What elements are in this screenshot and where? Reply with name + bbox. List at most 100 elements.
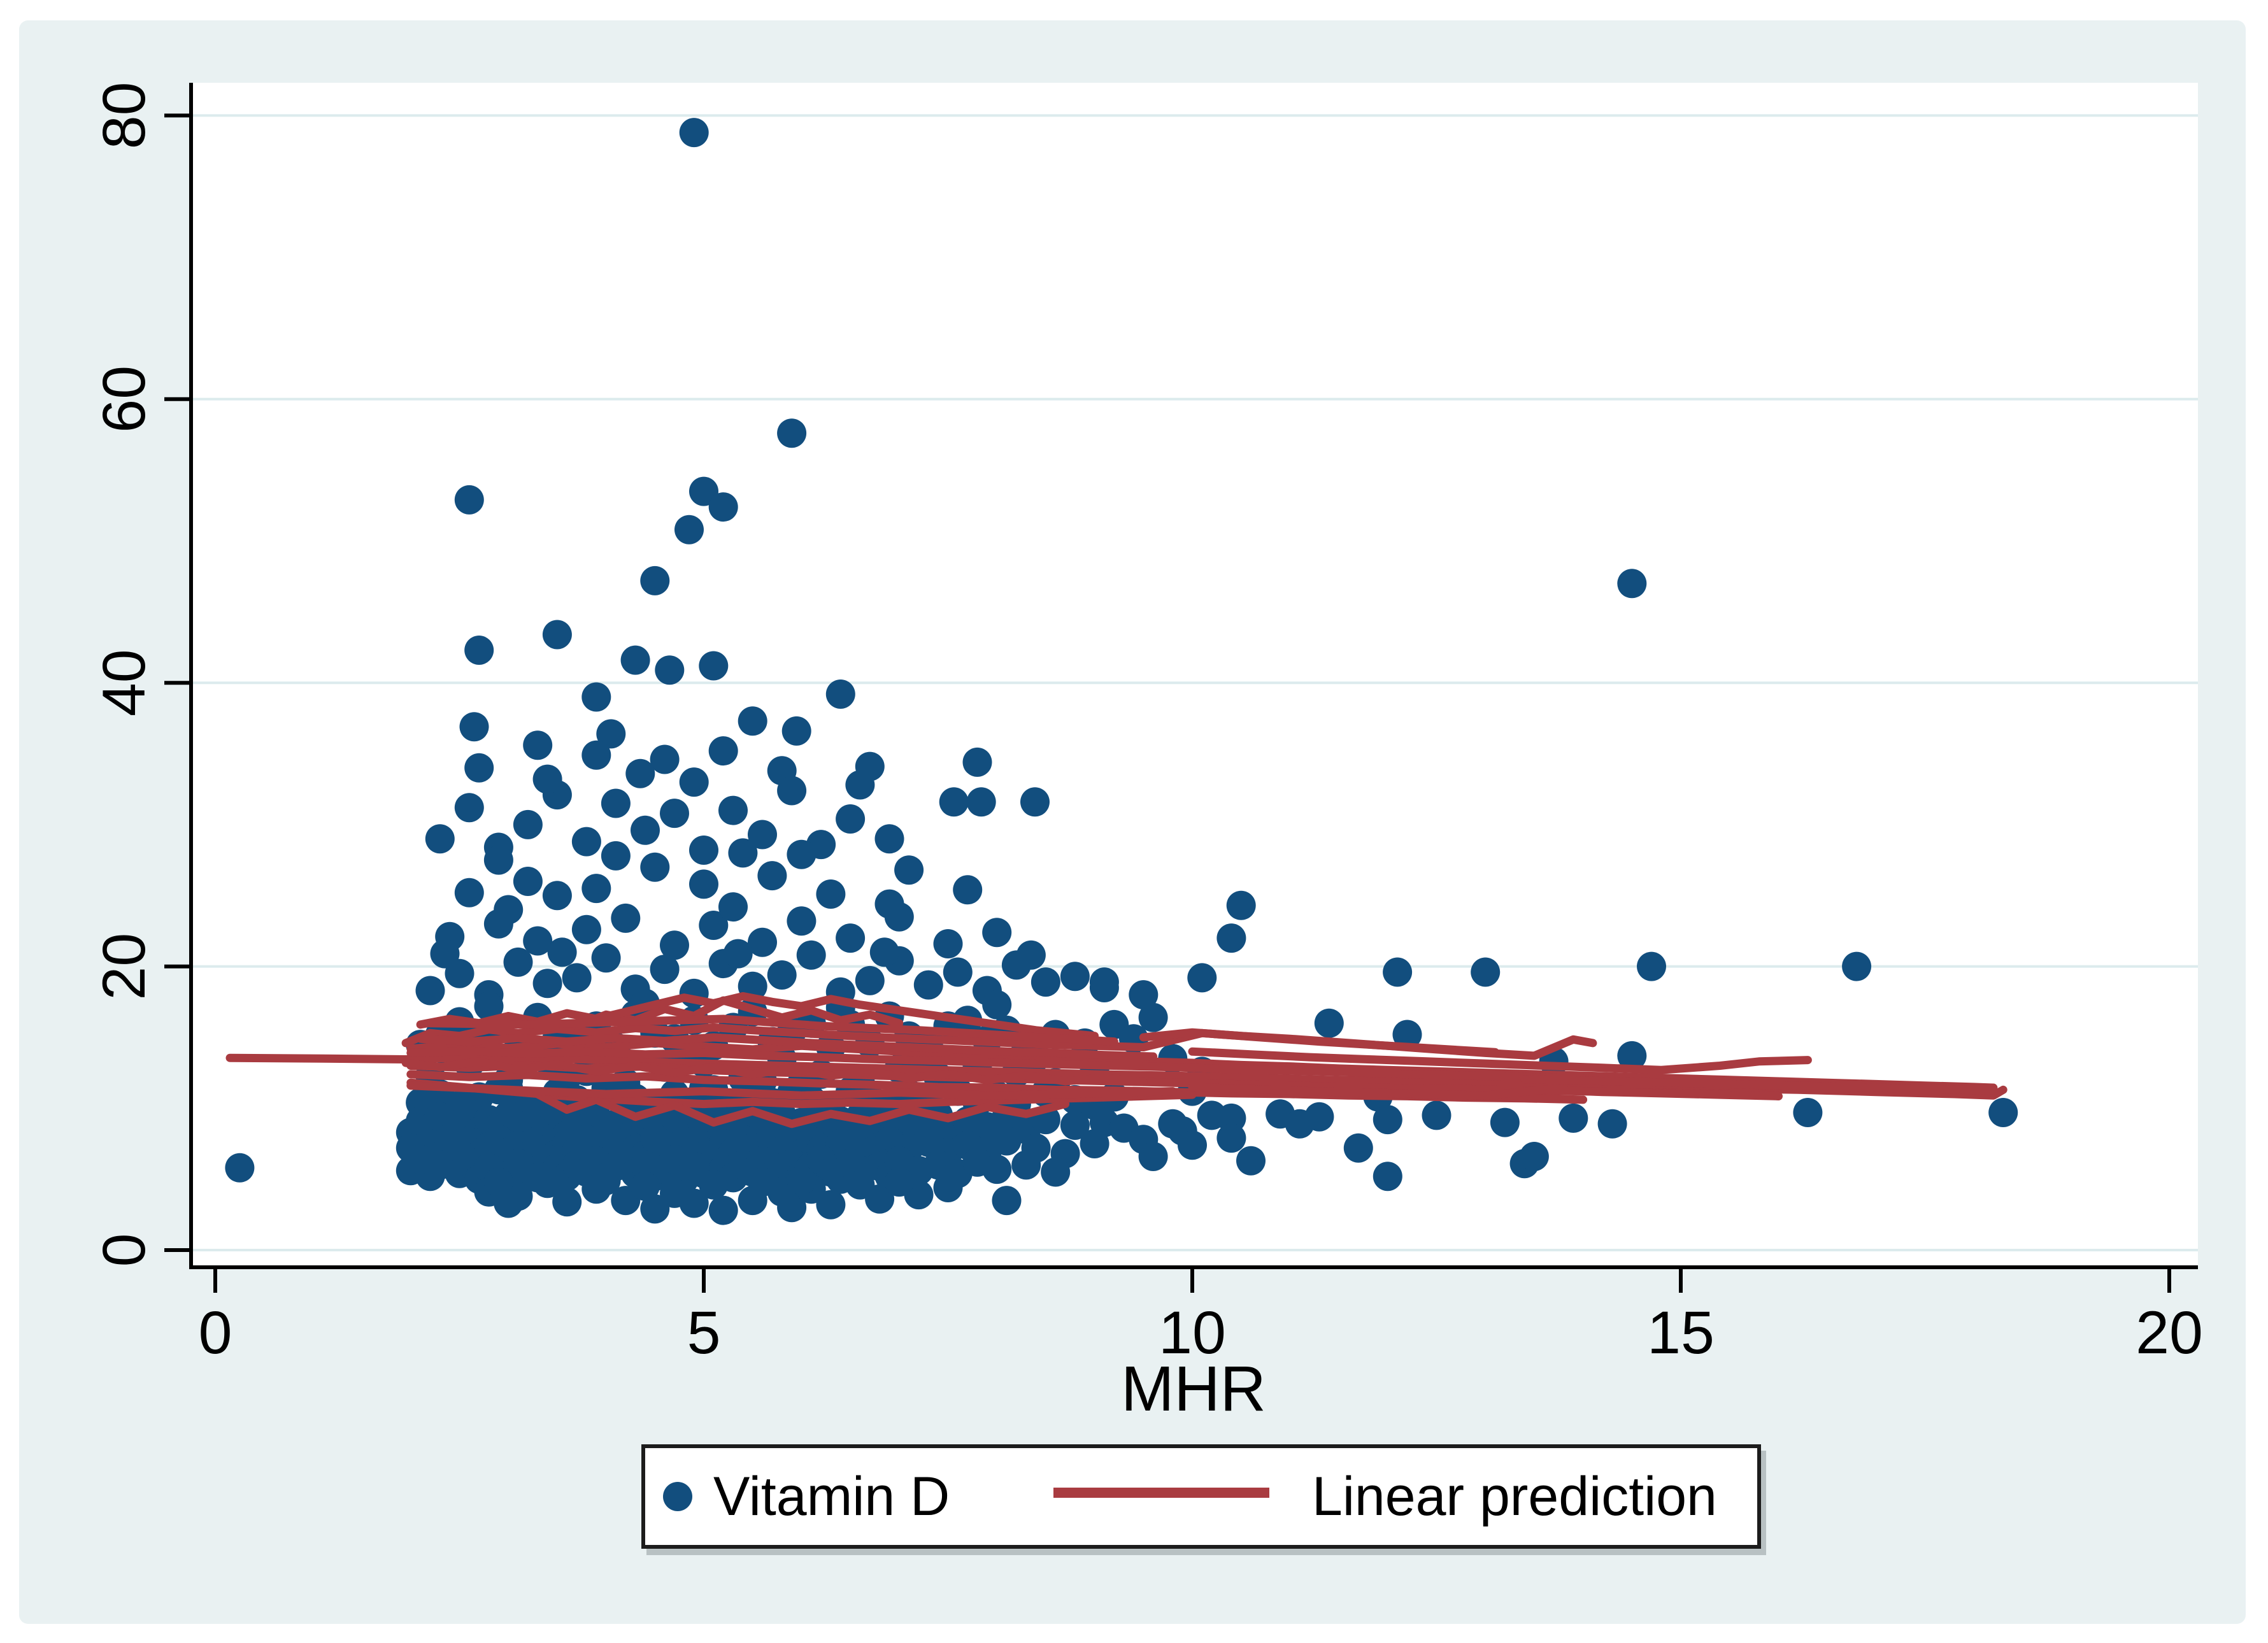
linear-prediction-line (533, 1090, 1070, 1128)
scatter-point (718, 795, 748, 825)
x-tick-label: 0 (199, 1299, 232, 1367)
scatter-point (513, 867, 543, 896)
scatter-point (689, 836, 718, 865)
scatter-point (1373, 1105, 1402, 1135)
scatter-point (1490, 1107, 1520, 1137)
scatter-point (650, 955, 680, 985)
scatter-point (1637, 951, 1666, 981)
scatter-point (1617, 1041, 1647, 1070)
scatter-point (601, 788, 631, 818)
scatter-point (1236, 1146, 1266, 1176)
scatter-point (225, 1153, 255, 1183)
scatter-point (625, 758, 655, 788)
scatter-point (718, 892, 748, 922)
scatter-point (1392, 1020, 1422, 1049)
y-tick-label: 0 (90, 1234, 158, 1267)
scatter-point (874, 889, 904, 919)
scatter-point (581, 740, 611, 770)
scatter-point (1617, 569, 1647, 599)
scatter-point (708, 736, 738, 766)
scatter-point (816, 879, 846, 909)
scatter-point (757, 861, 787, 891)
scatter-point (640, 852, 670, 882)
scatter-point (581, 874, 611, 904)
x-tick-label: 20 (2136, 1299, 2203, 1367)
scatter-point (982, 990, 1012, 1020)
scatter-point (748, 820, 777, 850)
scatter-point (1138, 1002, 1168, 1032)
scatter-point (748, 1167, 777, 1197)
scatter-point (430, 939, 460, 969)
scatter-point (1597, 1109, 1627, 1139)
x-axis-title: MHR (1121, 1353, 1266, 1425)
scatter-point (620, 645, 650, 675)
scatter-point (845, 1170, 875, 1200)
scatter-point (562, 963, 592, 993)
scatter-point (601, 841, 631, 871)
x-tick-label: 10 (1159, 1299, 1226, 1367)
scatter-point (650, 744, 680, 774)
x-tick-label: 5 (687, 1299, 721, 1367)
scatter-point (679, 767, 709, 797)
scatter-point (1011, 1150, 1041, 1180)
scatter-point (596, 719, 626, 749)
scatter-point (1343, 1133, 1373, 1163)
scatter-point (532, 1169, 562, 1198)
scatter-point (542, 881, 572, 911)
linear-prediction-line (426, 1014, 1118, 1046)
linear-prediction-line (401, 1057, 1148, 1086)
tick-labels-layer: 0 20 40 60 80 0 5 10 15 20 (90, 82, 2203, 1367)
scatter-point (591, 943, 621, 973)
scatter-point (1304, 1102, 1334, 1132)
scatter-point (1988, 1098, 2018, 1127)
scatter-point (845, 770, 875, 800)
scatter-point (513, 809, 543, 839)
scatter-point (483, 845, 513, 875)
scatter-point (728, 838, 758, 868)
linear-prediction-line (416, 1033, 1158, 1061)
scatter-point (787, 906, 817, 936)
scatter-point (1383, 957, 1413, 987)
linear-prediction-line (1188, 1047, 1812, 1074)
scatter-point (1216, 1123, 1246, 1153)
scatter-point (894, 855, 924, 885)
scatter-point (459, 712, 489, 742)
scatter-point (611, 903, 641, 933)
legend-line-icon (1053, 1488, 1269, 1498)
scatter-point (1422, 1100, 1451, 1130)
scatter-point (523, 926, 553, 956)
scatter-point (660, 799, 689, 829)
scatter-point (992, 1186, 1022, 1216)
scatter-point (982, 1155, 1012, 1184)
scatter-point (464, 636, 494, 665)
scatter-point (708, 1195, 738, 1225)
scatter-point (1020, 787, 1050, 817)
scatter-point (913, 970, 943, 1000)
legend-label-vitamin-d: Vitamin D (713, 1466, 950, 1527)
scatter-point (542, 620, 572, 650)
scatter-point (674, 515, 704, 544)
scatter-point (781, 716, 811, 746)
scatter-point (816, 1190, 846, 1220)
legend: Vitamin D Linear prediction (641, 1444, 1761, 1549)
scatter-point (1471, 957, 1501, 987)
y-tick-label: 60 (90, 366, 158, 433)
scatter-point (425, 824, 455, 854)
scatter-point (953, 875, 983, 905)
scatter-point (1842, 951, 1872, 981)
scatter-point (1031, 967, 1060, 997)
scatter-point (1041, 1157, 1071, 1187)
scatter-point (415, 976, 445, 1006)
scatter-point (738, 706, 767, 736)
scatter-point (454, 878, 484, 907)
scatter-point (1519, 1142, 1549, 1171)
scatter-point (406, 1144, 436, 1174)
scatter-point (464, 753, 494, 783)
legend-scatter-marker-icon (663, 1482, 692, 1511)
y-tick-label: 80 (90, 82, 158, 150)
x-tick-label: 15 (1647, 1299, 1715, 1367)
scatter-point (660, 930, 689, 960)
scatter-point (699, 651, 729, 681)
scatter-point (689, 476, 718, 506)
y-tick-label: 20 (90, 933, 158, 1000)
